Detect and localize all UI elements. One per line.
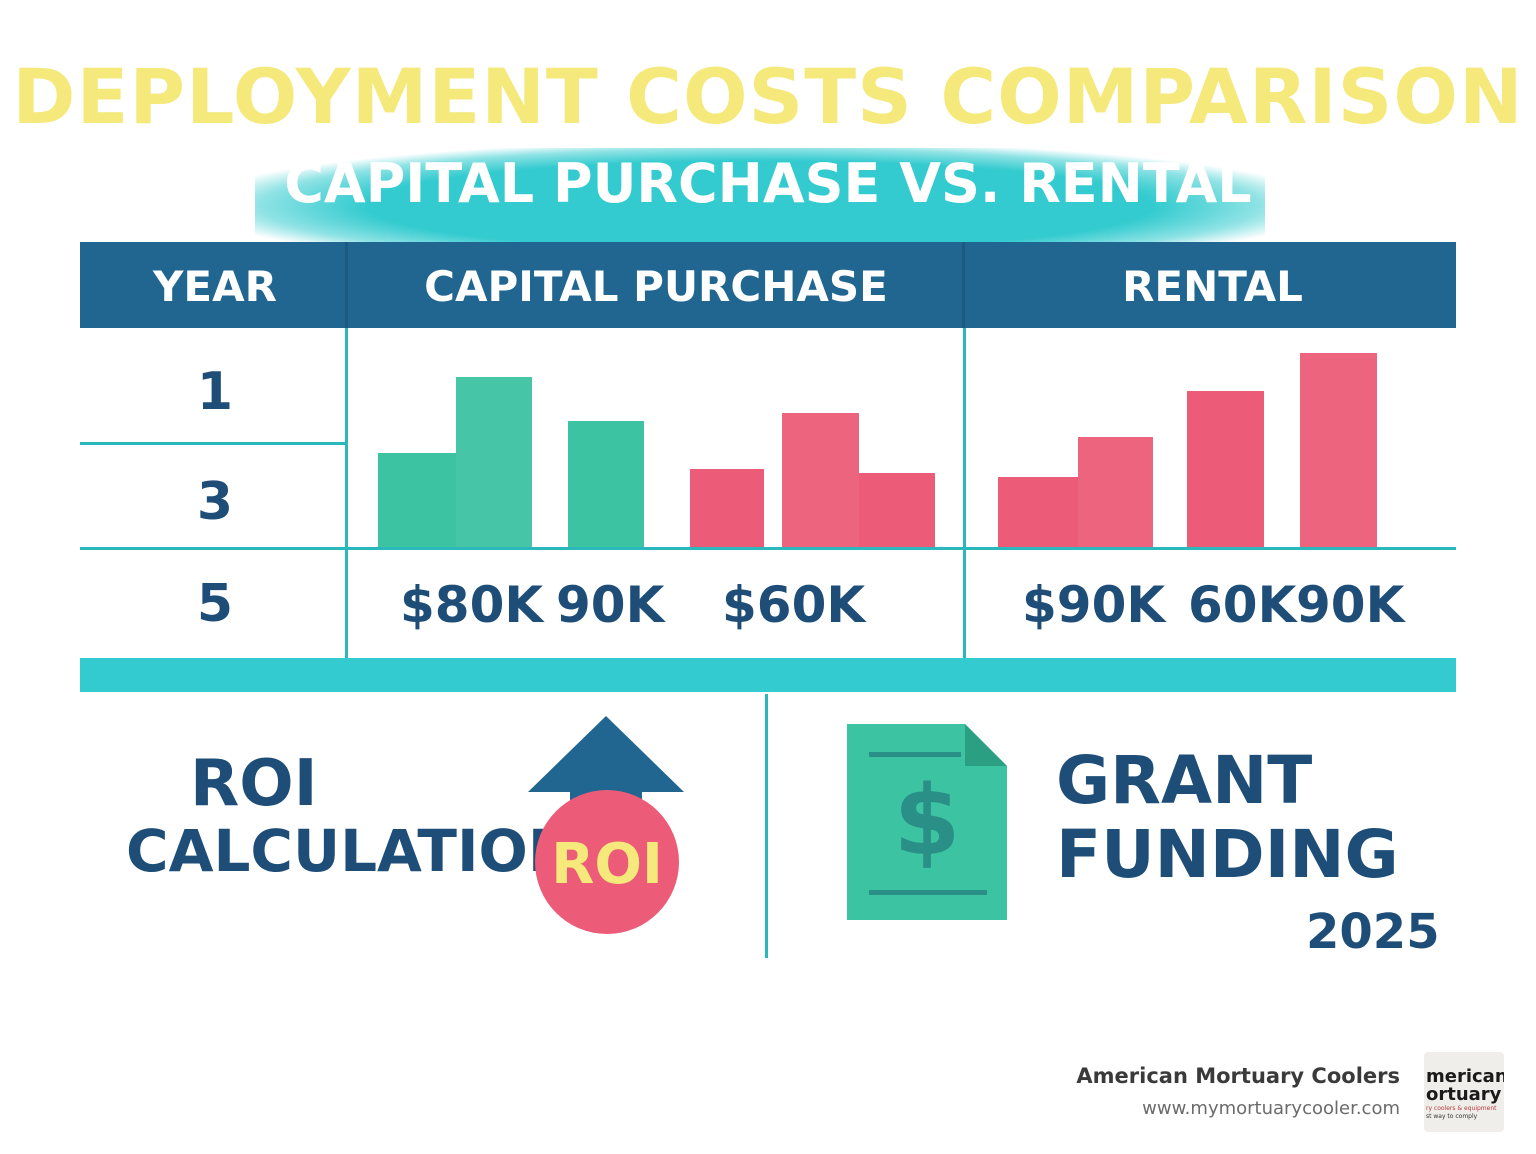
page-title: DEPLOYMENT COSTS COMPARISON (12, 52, 1524, 141)
bar (378, 453, 456, 547)
brand-name: American Mortuary Coolers (1076, 1064, 1400, 1088)
grant-title: GRANT (1056, 742, 1313, 819)
rental-value-label: 60K (1188, 576, 1297, 634)
header-divider (345, 242, 348, 328)
bar (568, 421, 644, 547)
roi-arrow-icon (528, 716, 684, 934)
document-line (869, 752, 961, 757)
bar (859, 473, 935, 547)
grant-year: 2025 (1306, 904, 1440, 960)
bar (782, 413, 859, 547)
document-line (869, 890, 987, 895)
subtitle-band (255, 148, 1265, 244)
year-label: 1 (196, 362, 234, 422)
dollar-document-icon: $ (847, 724, 1007, 920)
table-bottom-band (80, 658, 1456, 692)
bar (1187, 391, 1264, 547)
rental-value-label: 90K (1296, 576, 1405, 634)
row-divider (80, 442, 348, 445)
roi-badge-label: ROI (551, 832, 663, 897)
capital-value-label: 90K (556, 576, 665, 634)
header-year: YEAR (153, 262, 277, 311)
bar (998, 477, 1078, 547)
document-shape (847, 724, 1007, 920)
grant-subtitle: FUNDING (1056, 816, 1399, 893)
bar-chart (378, 353, 1377, 547)
rental-value-label: $90K (1022, 576, 1166, 634)
capital-value-label: $80K (400, 576, 544, 634)
dollar-sign: $ (894, 765, 961, 877)
logo-text: st way to comply (1426, 1113, 1478, 1120)
table-header (80, 242, 1456, 328)
brand-logo: merican ortuary ry coolers & equipment s… (1424, 1052, 1504, 1132)
logo-text: ortuary (1426, 1084, 1502, 1105)
logo-text: ry coolers & equipment (1426, 1105, 1497, 1112)
document-fold (965, 724, 1007, 766)
page-subtitle: CAPITAL PURCHASE VS. RENTAL (284, 152, 1252, 215)
brand-url[interactable]: www.mymortuarycooler.com (1142, 1098, 1400, 1119)
column-divider (963, 328, 966, 660)
header-rental: RENTAL (1122, 262, 1303, 311)
roi-subtitle: CALCULATION (126, 817, 577, 885)
bar (1300, 353, 1377, 547)
roi-title: ROI (190, 747, 318, 821)
bar (456, 377, 532, 547)
arrow-head (528, 716, 684, 792)
header-capital-purchase: CAPITAL PURCHASE (424, 262, 888, 311)
roi-badge-circle (535, 790, 679, 934)
capital-value-label: $60K (722, 576, 866, 634)
year-label: 3 (196, 472, 234, 532)
column-divider (345, 328, 348, 660)
row-divider (80, 547, 1456, 550)
header-divider (962, 242, 965, 328)
section-divider (765, 694, 768, 958)
logo-text: merican (1426, 1066, 1504, 1087)
year-label: 5 (196, 574, 234, 634)
bar (1078, 437, 1153, 547)
bar (690, 469, 764, 547)
